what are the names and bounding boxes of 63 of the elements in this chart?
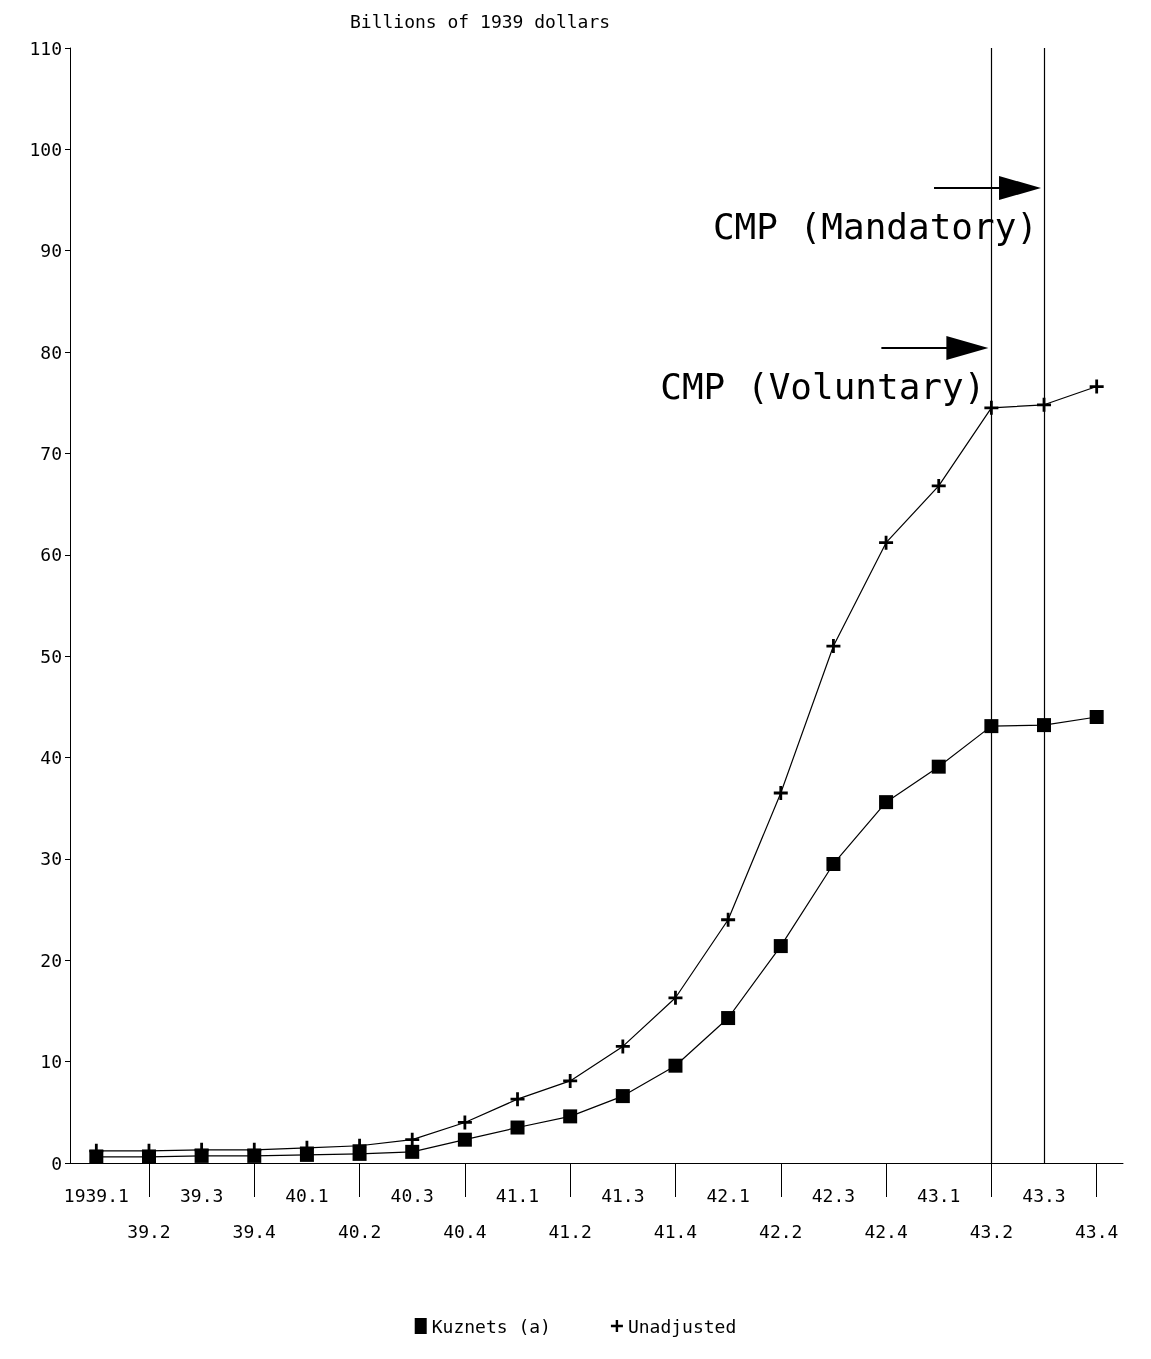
- x-tick-label: 1939.1: [63, 1184, 129, 1206]
- point: [984, 719, 999, 734]
- x-tick-label: 42.3: [811, 1184, 856, 1206]
- point: [879, 535, 894, 550]
- x-tick-label: 39.2: [127, 1220, 171, 1242]
- x-tick-label: 39.3: [179, 1184, 224, 1206]
- point: [1089, 379, 1104, 394]
- x-tick-label: 43.4: [1075, 1220, 1119, 1242]
- legend-label: Kuznets (a): [431, 1315, 551, 1337]
- point: [879, 795, 894, 810]
- y-tick-label: 70: [40, 442, 62, 464]
- point: [1037, 718, 1052, 733]
- point: [405, 1144, 420, 1159]
- y-tick-label: 10: [40, 1051, 62, 1073]
- x-tick-label: 40.1: [285, 1184, 329, 1206]
- y-tick-label: 110: [29, 37, 62, 59]
- point: [615, 1039, 630, 1054]
- y-tick-label: 50: [40, 645, 62, 667]
- point: [668, 1058, 683, 1073]
- point: [457, 1132, 472, 1147]
- point: [352, 1146, 367, 1161]
- y-tick-label: 80: [40, 341, 62, 363]
- point: [563, 1073, 578, 1088]
- point: [721, 912, 736, 927]
- y-tick-label: 60: [40, 544, 62, 566]
- legend-label: Unadjusted: [627, 1315, 737, 1337]
- y-tick-label: 0: [51, 1152, 62, 1174]
- y-tick-label: 90: [40, 240, 62, 262]
- point: [615, 1089, 630, 1104]
- x-tick-label: 41.3: [601, 1184, 645, 1206]
- x-tick-label: 41.2: [548, 1220, 592, 1242]
- point: [721, 1011, 736, 1026]
- point: [457, 1115, 472, 1130]
- point: [510, 1120, 525, 1135]
- point: [931, 759, 946, 774]
- ref-line-label: CMP (Voluntary): [660, 365, 986, 407]
- x-tick-label: 42.2: [759, 1220, 803, 1242]
- point: [405, 1132, 420, 1147]
- y-tick-label: 20: [40, 949, 62, 971]
- x-tick-label: 40.3: [390, 1184, 434, 1206]
- x-tick-label: 40.4: [443, 1220, 487, 1242]
- y-tick-label: 100: [29, 138, 62, 160]
- point: [1089, 710, 1104, 724]
- point: [826, 639, 841, 654]
- y-tick-label: 40: [40, 747, 62, 769]
- y-axis-title: Billions of 1939 dollars: [350, 10, 611, 32]
- y-tick-label: 30: [40, 848, 62, 870]
- x-tick-label: 43.2: [969, 1220, 1014, 1242]
- x-tick-label: 41.4: [653, 1220, 698, 1242]
- x-tick-label: 42.1: [706, 1184, 750, 1206]
- point: [773, 939, 788, 954]
- point: [826, 856, 841, 871]
- x-tick-label: 43.1: [917, 1184, 961, 1206]
- point: [563, 1109, 578, 1124]
- point: [510, 1092, 525, 1107]
- x-tick-label: 41.1: [495, 1184, 540, 1206]
- x-tick-label: 43.3: [1022, 1184, 1066, 1206]
- x-tick-label: 39.4: [232, 1220, 276, 1242]
- x-tick-label: 42.4: [864, 1220, 908, 1242]
- x-tick-label: 40.2: [337, 1220, 382, 1242]
- point: [668, 990, 683, 1005]
- point: [773, 786, 788, 801]
- point: [931, 478, 946, 493]
